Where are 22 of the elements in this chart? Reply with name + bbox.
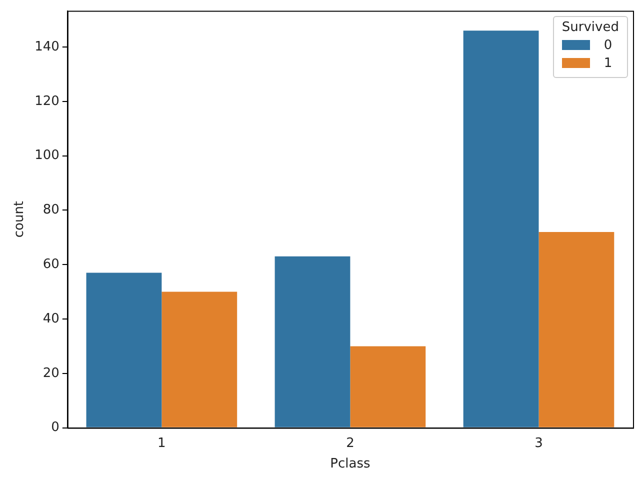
bar [162, 292, 238, 428]
y-tick-label: 0 [51, 420, 60, 436]
y-axis-title: count [12, 200, 28, 238]
x-tick-label: 1 [158, 436, 166, 451]
y-tick-label: 100 [34, 148, 60, 164]
x-axis-title: Pclass [330, 456, 370, 472]
bar [350, 346, 426, 428]
y-tick-label: 60 [42, 256, 60, 272]
y-tick-label: 80 [42, 202, 60, 218]
bar [463, 30, 539, 428]
bar [274, 256, 350, 428]
x-tick-label: 2 [346, 436, 354, 451]
y-tick-label: 20 [42, 366, 60, 381]
legend-label: 0 [604, 38, 612, 53]
y-tick-label: 40 [42, 311, 60, 326]
x-tick-label: 3 [534, 436, 543, 451]
y-tick-label: 120 [34, 94, 60, 109]
bar [538, 232, 614, 428]
legend-title: Survived [562, 20, 619, 35]
bar [86, 272, 162, 428]
y-tick-label: 140 [34, 39, 60, 54]
legend-label: 1 [604, 56, 612, 71]
